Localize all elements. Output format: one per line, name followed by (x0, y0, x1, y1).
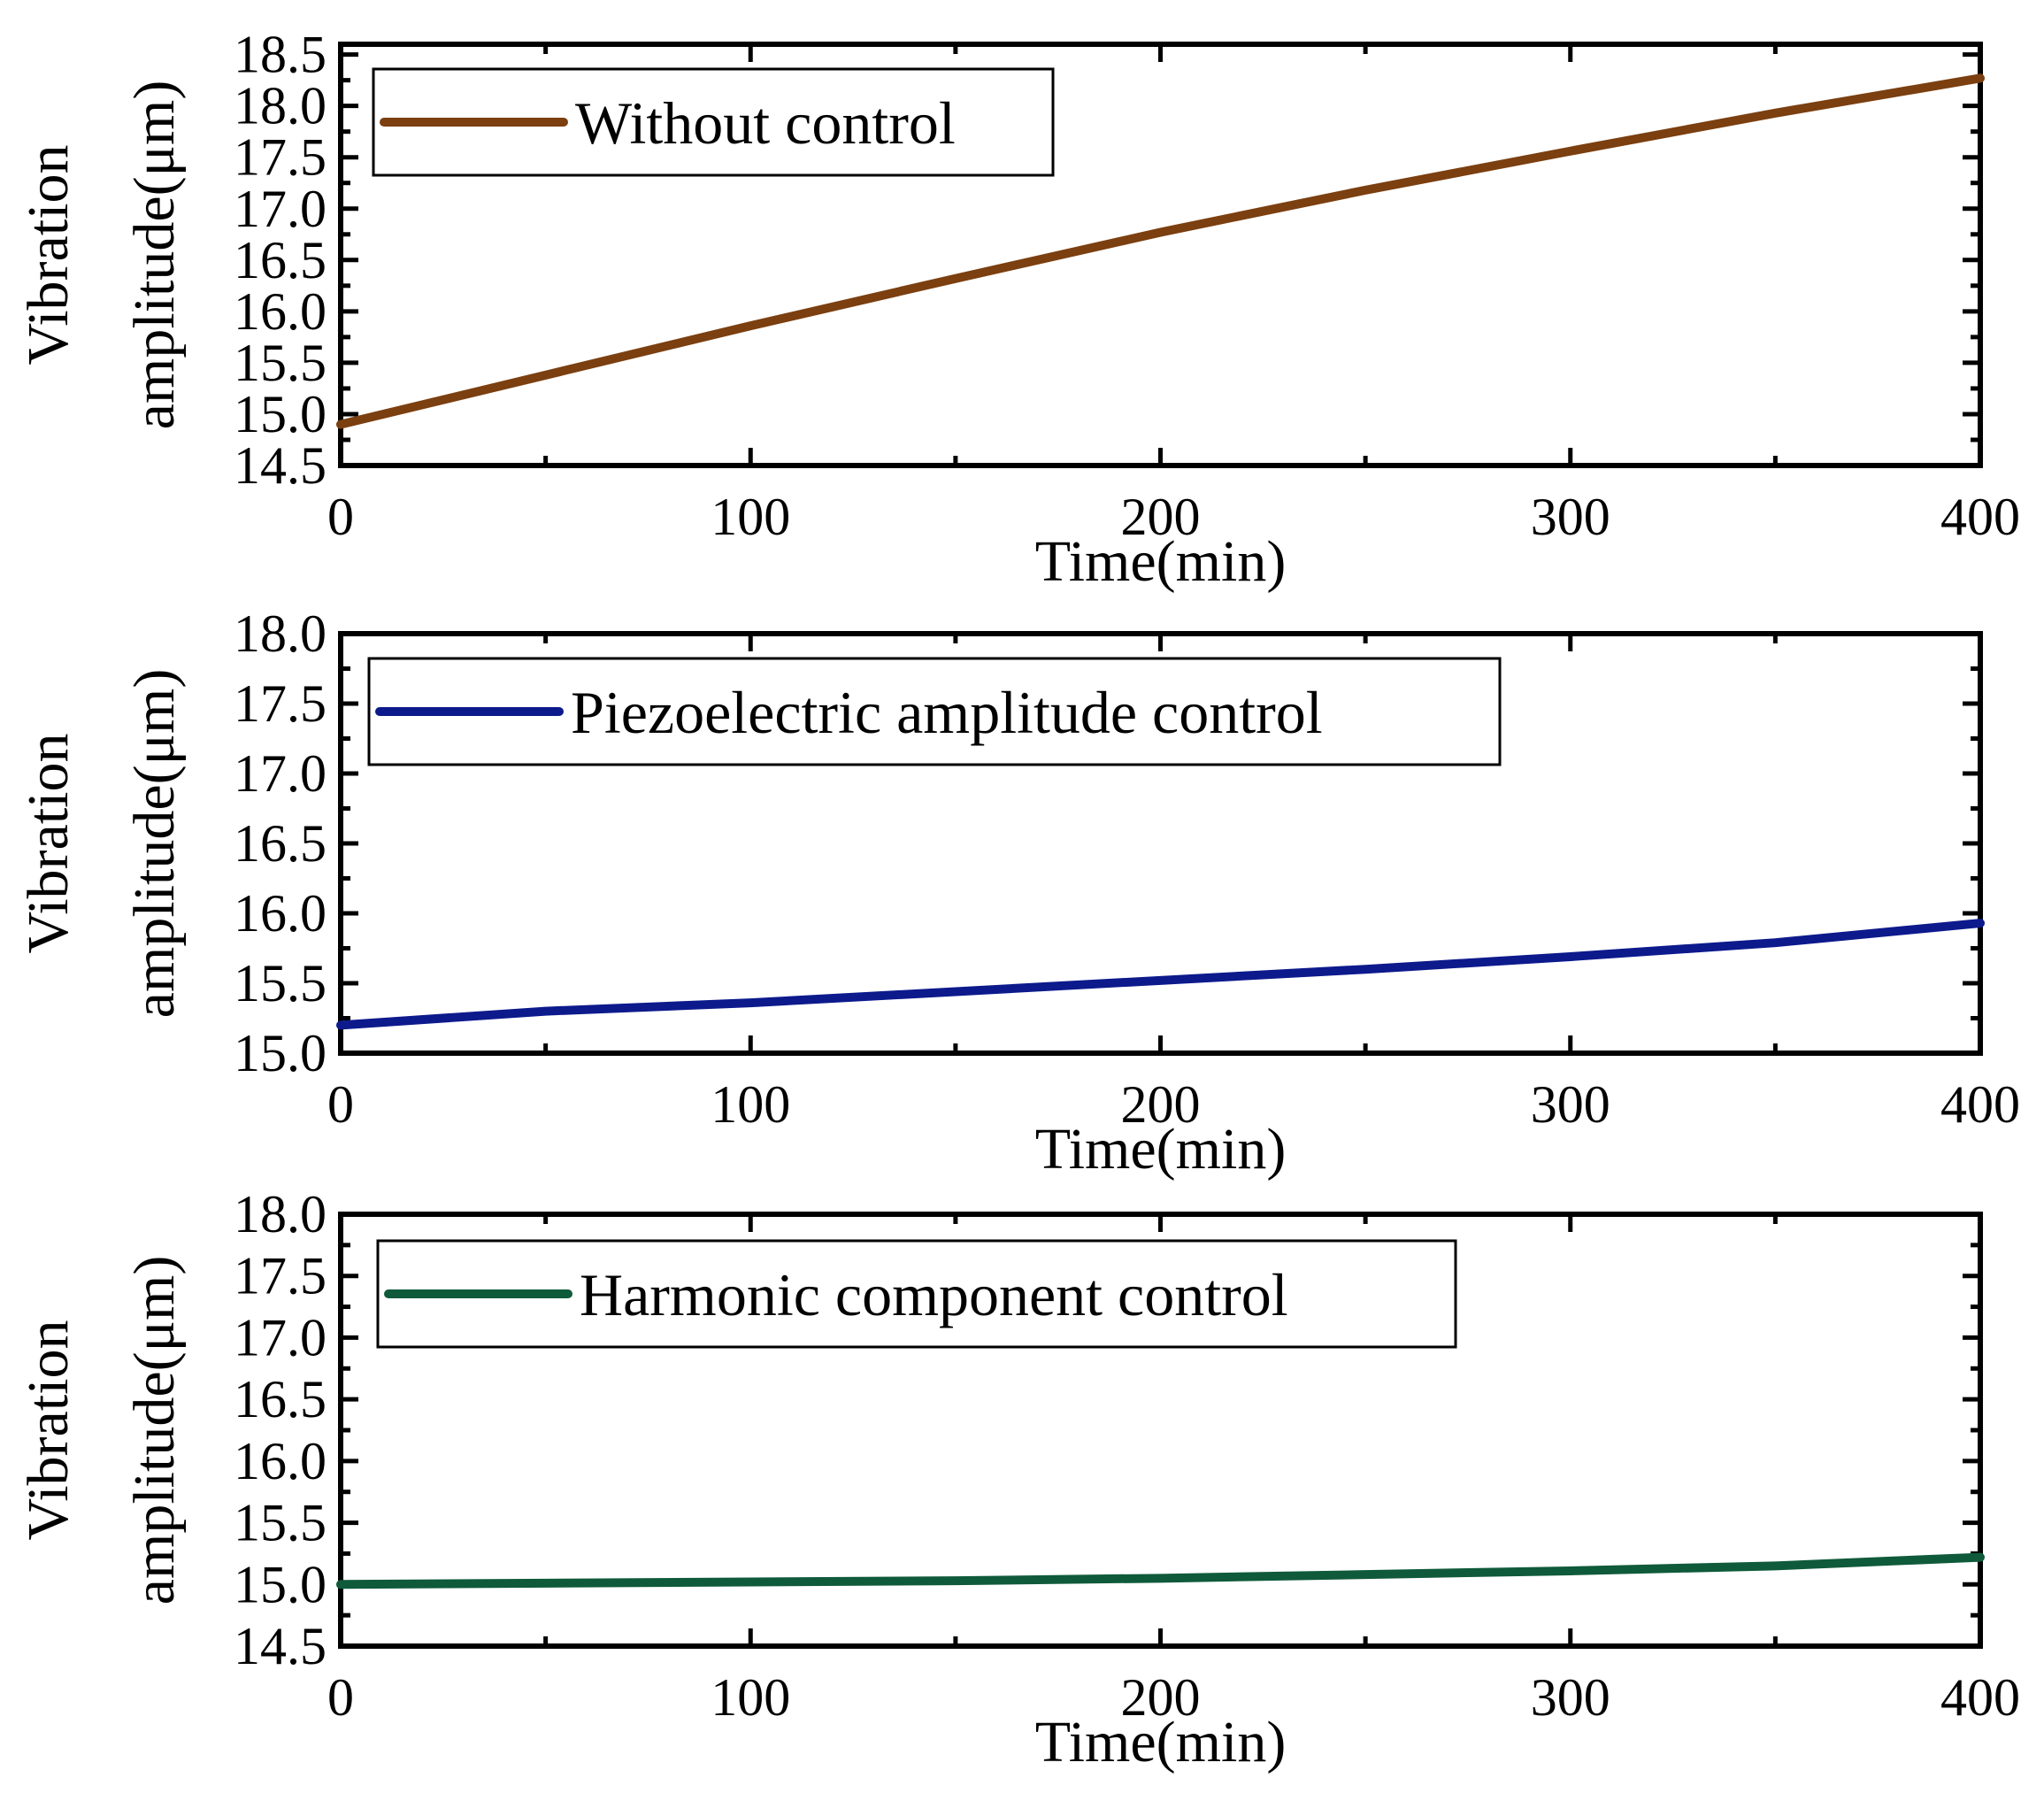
panel-3: 0 100 200 300 400 14.515.015.516.016.517.017.… (16, 1185, 2020, 1774)
x-tick-label: 200 (1121, 488, 1201, 546)
y-tick-label: 17.5 (234, 674, 327, 733)
y-axis-label-line1: Vibration (16, 1320, 81, 1541)
legend-label: Without control (575, 89, 956, 157)
x-tick-label: 400 (1940, 1075, 2020, 1134)
x-tick-label: 200 (1121, 1668, 1201, 1727)
y-tick-label: 17.5 (234, 128, 327, 187)
y-tick-label: 16.0 (234, 884, 327, 943)
x-tick-label: 400 (1940, 488, 2020, 546)
y-tick-label: 16.0 (234, 1432, 327, 1490)
y-tick-label: 18.5 (234, 26, 327, 84)
y-tick-label: 18.0 (234, 1185, 327, 1243)
y-tick-label: 18.0 (234, 77, 327, 135)
y-axis-label-line2: amplitude(μm) (122, 669, 187, 1019)
panel-2: 0 100 200 300 400 15.0 15.5 16.0 16.5 17.0 17.5 18.… (16, 604, 2020, 1181)
legend-label: Harmonic component control (580, 1261, 1288, 1328)
y-tick-label: 15.0 (234, 385, 327, 443)
y-tick-label: 17.0 (234, 1308, 327, 1366)
x-tick-label: 0 (327, 1075, 354, 1134)
y-axis-label-line1: Vibration (16, 734, 81, 954)
series-line-1 (336, 73, 1985, 429)
legend: Harmonic component control (376, 1239, 1457, 1349)
y-tick-label: 14.5 (234, 436, 327, 495)
x-axis-label: Time(min) (1035, 529, 1287, 594)
panel-1: 0 100 200 300 400 14.515.015.516.016.517.017.… (16, 26, 2020, 594)
y-axis-label-line1: Vibration (16, 145, 81, 366)
y-tick-label: 16.5 (234, 1370, 327, 1428)
x-axis-label: Time(min) (1035, 1117, 1287, 1181)
x-tick-label: 0 (327, 488, 354, 546)
x-tick-label: 100 (711, 1668, 790, 1727)
y-tick-label: 18.0 (234, 604, 327, 663)
x-tick-label: 300 (1531, 488, 1610, 546)
y-tick-label: 16.0 (234, 282, 327, 341)
y-tick-label: 17.0 (234, 180, 327, 238)
x-tick-label: 300 (1531, 1075, 1610, 1134)
legend: Piezoelectric amplitude control (367, 657, 1502, 766)
y-tick-label: 17.5 (234, 1247, 327, 1305)
legend-label: Piezoelectric amplitude control (571, 679, 1323, 746)
x-tick-label: 100 (711, 1075, 790, 1134)
y-tick-label: 15.0 (234, 1024, 327, 1082)
legend: Without control (372, 67, 1055, 177)
y-tick-label: 14.5 (234, 1617, 327, 1675)
series-line-1 (336, 1552, 1985, 1589)
series-line-1 (336, 919, 1985, 1030)
y-tick-label: 15.0 (234, 1555, 327, 1613)
x-axis-label: Time(min) (1035, 1710, 1287, 1774)
y-axis-label-line2: amplitude(μm) (122, 81, 187, 430)
x-tick-label: 400 (1940, 1668, 2020, 1727)
y-tick-label: 15.5 (234, 1494, 327, 1552)
y-tick-label: 17.0 (234, 744, 327, 803)
x-tick-label: 0 (327, 1668, 354, 1727)
y-tick-label: 16.5 (234, 231, 327, 289)
y-tick-label: 15.5 (234, 954, 327, 1012)
y-tick-label: 15.5 (234, 334, 327, 392)
x-tick-label: 200 (1121, 1075, 1201, 1134)
x-tick-label: 300 (1531, 1668, 1610, 1727)
x-tick-label: 100 (711, 488, 790, 546)
y-tick-label: 16.5 (234, 814, 327, 873)
y-axis-label-line2: amplitude(μm) (122, 1256, 187, 1605)
